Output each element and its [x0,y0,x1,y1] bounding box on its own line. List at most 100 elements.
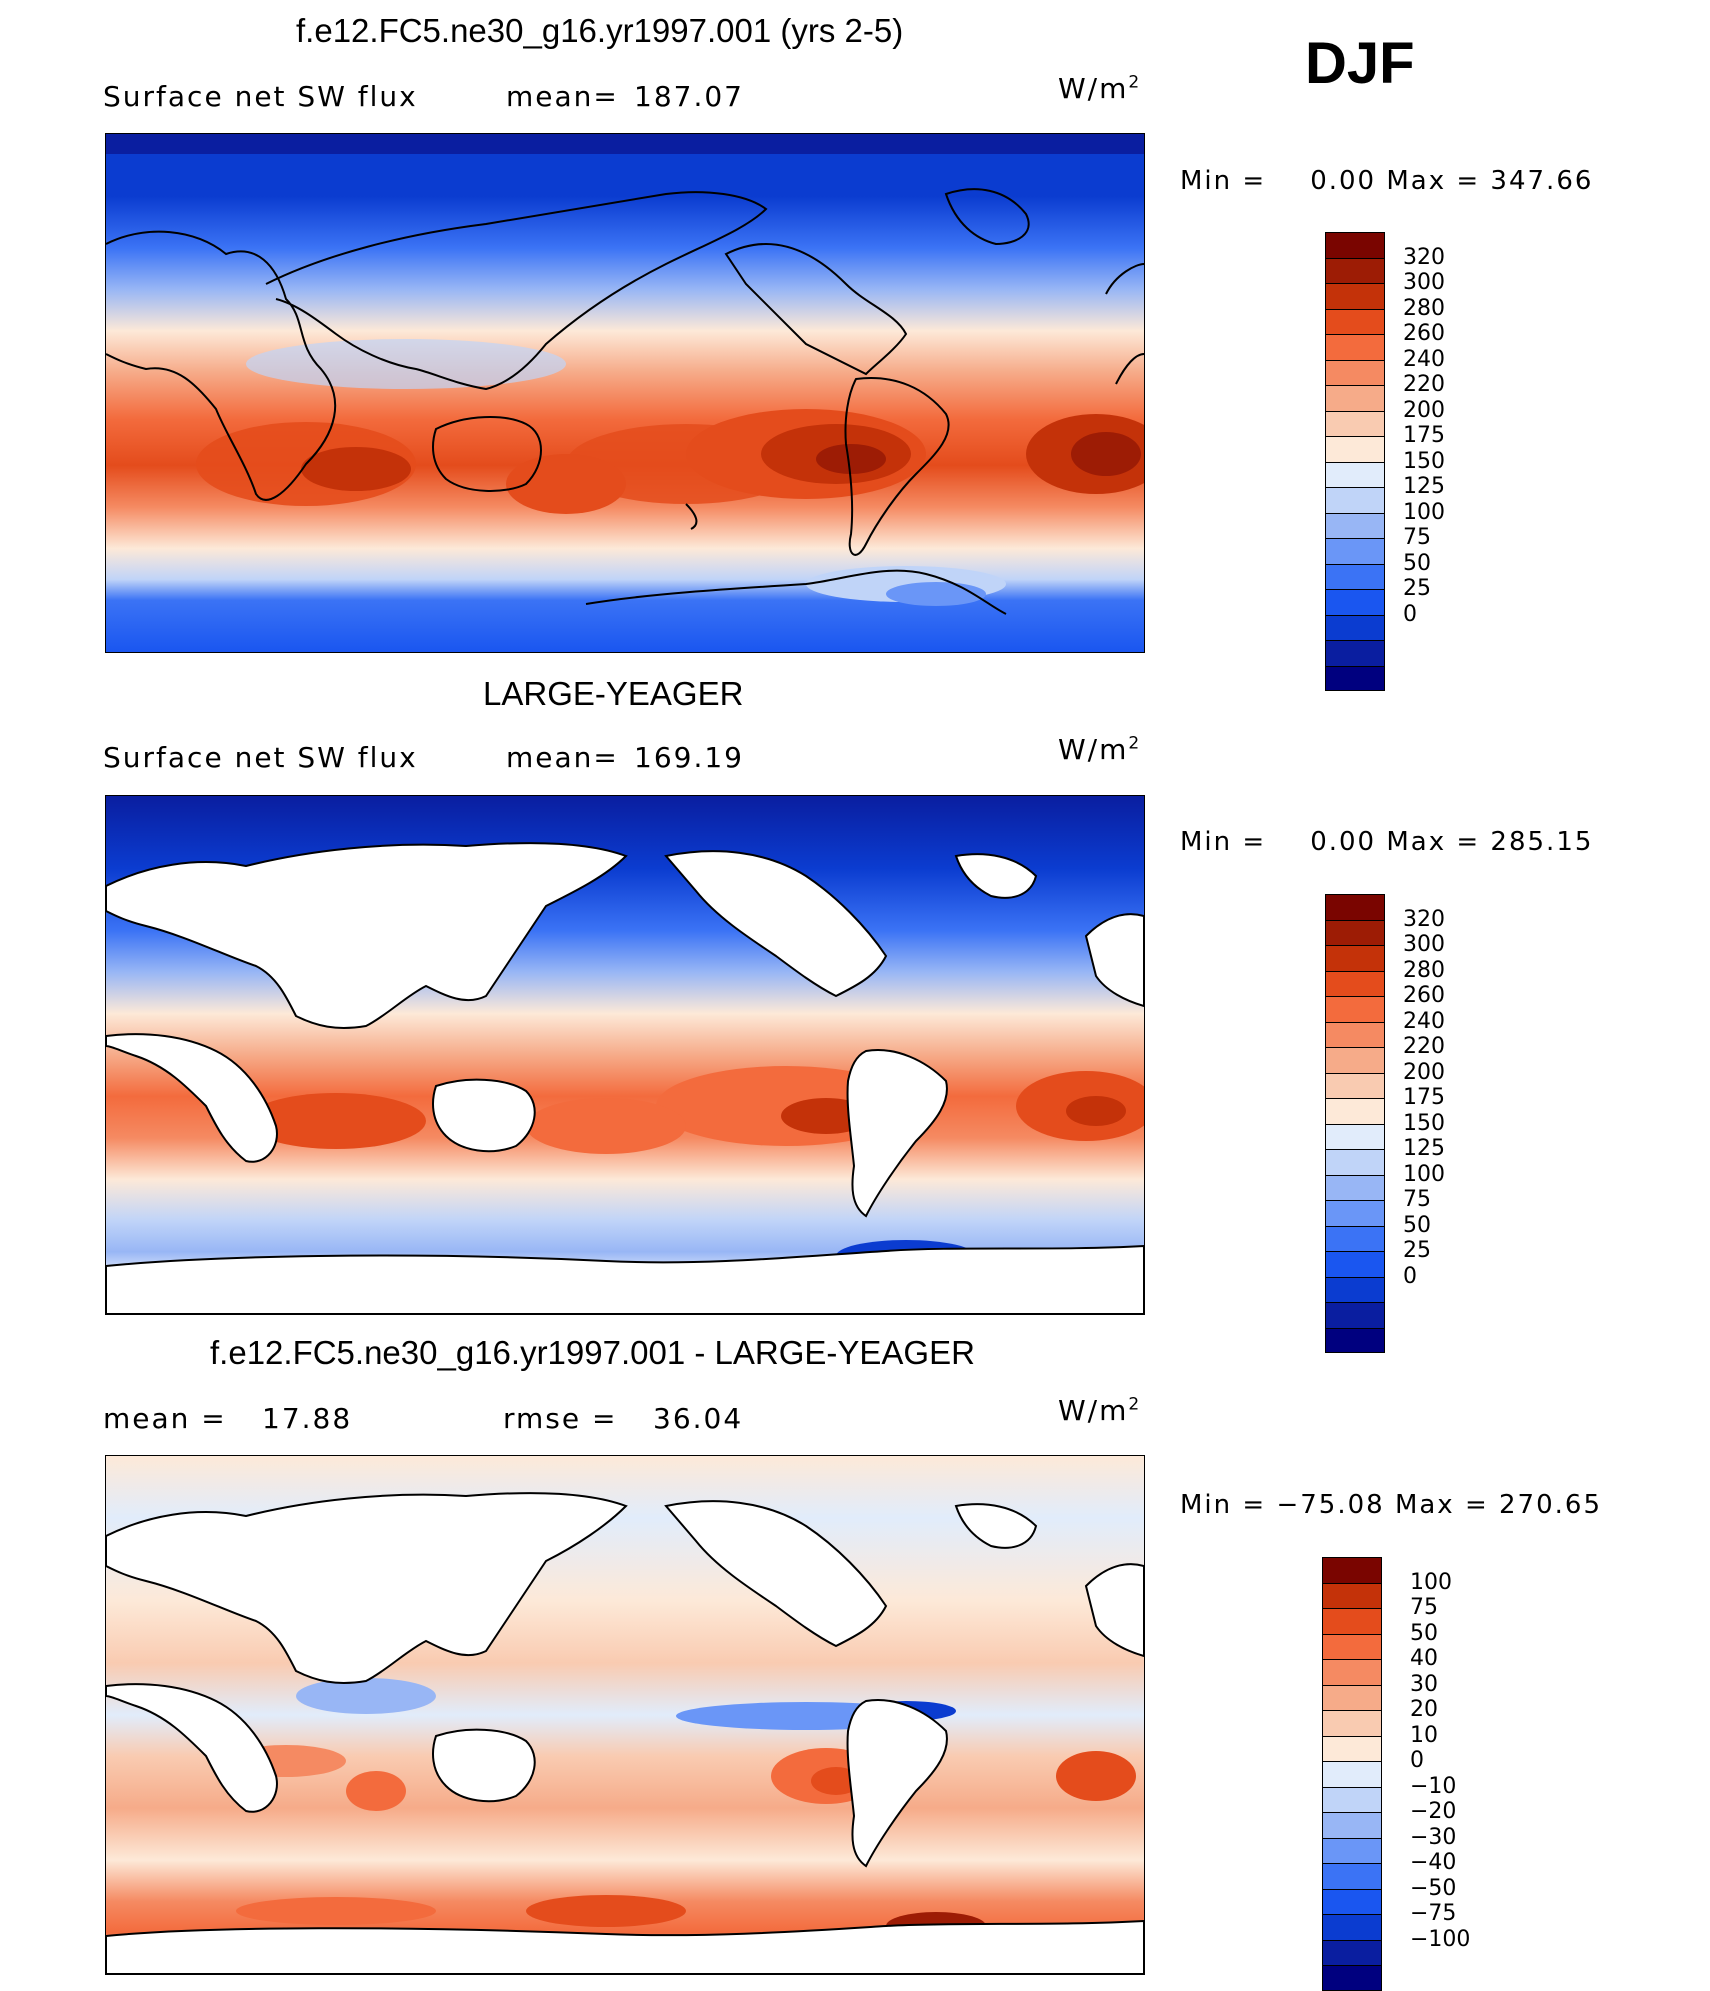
panel2-mean-label: mean= [506,741,619,774]
colorbar-box [1322,1633,1382,1659]
colorbar-label: 0 [1410,1748,1424,1773]
colorbar-box [1322,1812,1382,1838]
season-label: DJF [1305,31,1415,96]
panel1-coastlines [106,188,1144,615]
panel1-mean-value: 187.07 [634,80,744,113]
colorbar-box [1325,1021,1385,1047]
colorbar-box [1325,232,1385,258]
colorbar-box [1322,1608,1382,1634]
colorbar-box [1325,919,1385,945]
colorbar-label: 10 [1410,1722,1438,1748]
colorbar-label: 20 [1410,1697,1438,1722]
colorbar-label: 100 [1403,1161,1445,1187]
colorbar-label: 40 [1410,1646,1438,1671]
panel1-title: f.e12.FC5.ne30_g16.yr1997.001 (yrs 2-5) [296,12,904,49]
colorbar-label: −30 [1410,1824,1457,1850]
colorbar-box [1325,1302,1385,1328]
colorbar-label: 280 [1403,295,1445,321]
colorbar-box [1325,461,1385,487]
panel2-field [106,796,1144,1314]
colorbar-box [1322,1557,1382,1583]
colorbar-label: −75 [1410,1901,1457,1926]
panel2-mean-value: 169.19 [634,741,744,774]
panel1-mean-label: mean= [506,80,619,113]
colorbar-box [1322,1939,1382,1965]
colorbar-box [1325,970,1385,996]
panel3-field [106,1456,1144,1974]
panel3-mean-value: 17.88 [262,1402,353,1435]
colorbar-box [1325,640,1385,666]
colorbar-box [1325,1149,1385,1175]
colorbar-box [1325,1251,1385,1277]
colorbar-box [1322,1761,1382,1787]
colorbar-box [1325,894,1385,920]
panel3-mean-label: mean = [103,1402,227,1435]
colorbar-label: 150 [1403,448,1445,474]
panel3-rmse-label: rmse = [503,1402,618,1435]
panel2-minmax: Min = 0.00 Max = 285.15 [1180,827,1594,857]
colorbar-box [1322,1914,1382,1940]
panel3-landmask [106,1492,1144,1974]
panel2-title: LARGE-YEAGER [483,675,744,712]
colorbar-label: 50 [1403,550,1431,576]
colorbar-box [1322,1837,1382,1863]
colorbar-box [1325,359,1385,385]
colorbar-box [1322,1888,1382,1914]
colorbar-box [1325,410,1385,436]
colorbar-box [1322,1965,1382,1991]
colorbar-box [1325,385,1385,411]
colorbar-box [1325,614,1385,640]
colorbar-label: −20 [1410,1799,1457,1824]
colorbar-box [1325,1098,1385,1124]
colorbar-box [1322,1863,1382,1889]
colorbar-box [1322,1582,1382,1608]
panel3-map [105,1455,1145,1975]
colorbar-label: 125 [1403,474,1445,499]
colorbar-label: 240 [1403,1008,1445,1034]
panel3-minmax: Min = −75.08 Max = 270.65 [1180,1490,1602,1520]
colorbar-label: 240 [1403,346,1445,372]
colorbar-label: 320 [1403,906,1445,932]
colorbar-label: 125 [1403,1136,1445,1161]
colorbar-box [1325,283,1385,309]
colorbar-label: 50 [1403,1212,1431,1238]
colorbar-box [1322,1659,1382,1685]
colorbar-label: 100 [1403,499,1445,525]
colorbar-box [1325,945,1385,971]
colorbar-label: 300 [1403,932,1445,957]
colorbar-label: 300 [1403,270,1445,295]
colorbar-box [1322,1684,1382,1710]
colorbar-box [1322,1786,1382,1812]
panel2-units: W/m2 [1058,733,1142,766]
colorbar-label: 0 [1403,601,1417,627]
colorbar-box [1325,1123,1385,1149]
colorbar-label: 200 [1403,1059,1445,1085]
colorbar-label: 100 [1410,1569,1452,1595]
colorbar-box [1325,512,1385,538]
colorbar-box [1325,436,1385,462]
colorbar-box [1325,1200,1385,1226]
panel1-map [105,133,1145,653]
colorbar-label: 220 [1403,1034,1445,1059]
colorbar-box [1325,1276,1385,1302]
colorbar-label: 30 [1410,1671,1438,1697]
colorbar-box [1325,1327,1385,1353]
colorbar-box [1325,589,1385,615]
colorbar-label: −10 [1410,1773,1457,1799]
colorbar-box [1325,1174,1385,1200]
colorbar-label: 320 [1403,244,1445,270]
colorbar-box [1325,1072,1385,1098]
colorbar-label: 260 [1403,321,1445,346]
panel3-title: f.e12.FC5.ne30_g16.yr1997.001 - LARGE-YE… [210,1334,975,1371]
panel2-variable-label: Surface net SW flux [103,741,418,774]
panel3-units: W/m2 [1058,1394,1142,1427]
colorbar-box [1322,1710,1382,1736]
panel1-units: W/m2 [1058,72,1142,105]
panel2-map [105,795,1145,1315]
colorbar-label: 260 [1403,983,1445,1008]
colorbar-box [1325,257,1385,283]
colorbar-label: 25 [1403,576,1431,601]
colorbar-box [1325,308,1385,334]
colorbar-label: 175 [1403,1085,1445,1110]
colorbar-label: 280 [1403,957,1445,983]
